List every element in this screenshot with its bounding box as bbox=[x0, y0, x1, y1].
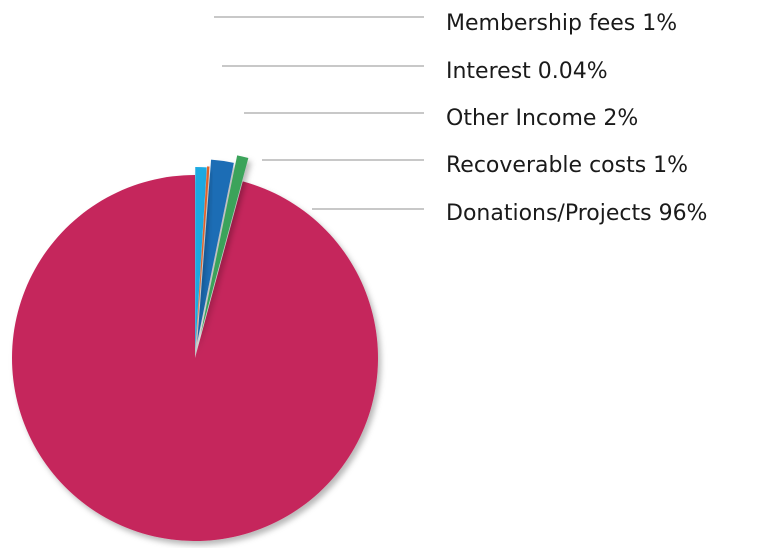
legend-label-interest: Interest 0.04% bbox=[446, 59, 608, 84]
pie-slices bbox=[11, 155, 378, 541]
pie-slice-recoverable-costs bbox=[200, 155, 249, 335]
pie-slice-membership-fees bbox=[195, 167, 207, 351]
legend-label-donations-projects: Donations/Projects 96% bbox=[446, 201, 707, 226]
pie-slice-interest bbox=[195, 166, 210, 350]
legend-labels: Membership fees 1% Interest 0.04% Other … bbox=[446, 11, 707, 226]
pie-slice-other-income bbox=[197, 159, 234, 343]
pie-slice-donations-projects bbox=[11, 175, 378, 541]
legend-label-recoverable-costs: Recoverable costs 1% bbox=[446, 153, 688, 178]
legend-label-membership-fees: Membership fees 1% bbox=[446, 11, 677, 36]
leader-lines bbox=[214, 16, 424, 210]
legend-label-other-income: Other Income 2% bbox=[446, 106, 638, 131]
